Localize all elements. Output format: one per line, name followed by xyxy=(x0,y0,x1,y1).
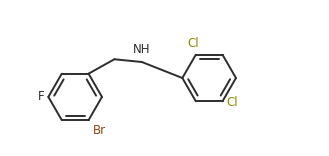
Text: Cl: Cl xyxy=(227,96,238,109)
Text: F: F xyxy=(38,90,44,103)
Text: NH: NH xyxy=(133,43,151,56)
Text: Br: Br xyxy=(93,124,106,136)
Text: Cl: Cl xyxy=(187,37,199,50)
